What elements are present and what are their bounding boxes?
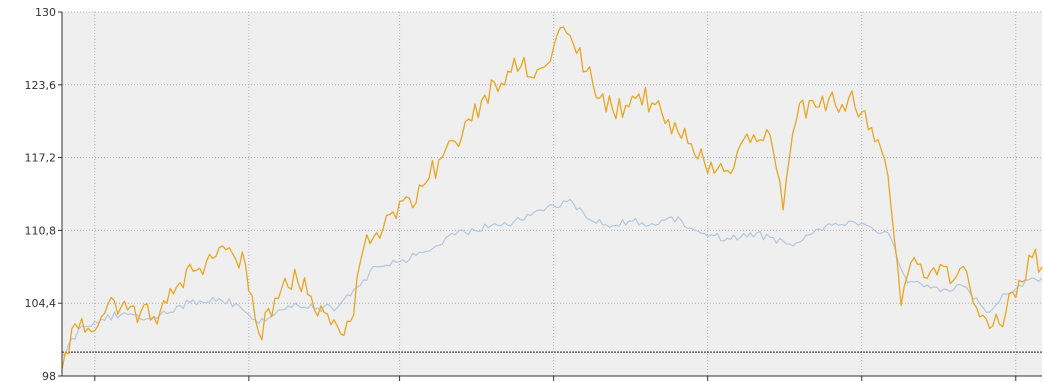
y-tick-labels: 98 104,4 110,8 117,2 123,6 130 [25,6,57,382]
plot-area [62,12,1042,376]
y-tick-label: 98 [42,370,56,382]
y-tick-label: 130 [35,6,56,19]
y-tick-label: 117,2 [25,152,57,165]
series-group [61,26,1043,370]
series-line-2 [61,198,1043,357]
y-tick-label: 123,6 [25,79,57,92]
y-tick-label: 104,4 [25,297,57,310]
axes [58,11,1042,381]
series-line-1 [61,26,1043,370]
y-tick-label: 110,8 [25,224,57,237]
